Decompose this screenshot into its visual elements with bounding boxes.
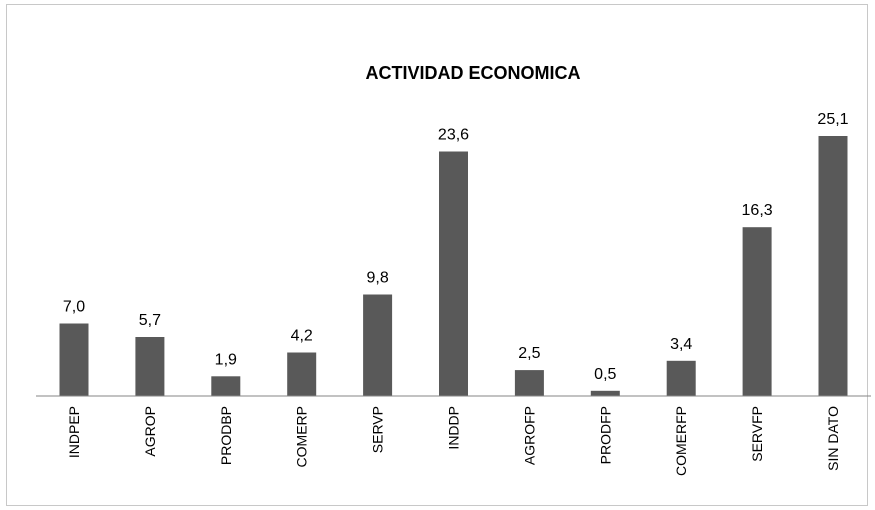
bar-prodfp <box>590 390 620 396</box>
bar-inddp <box>439 151 468 396</box>
x-tick-label-agrofp: AGROFP <box>521 406 537 465</box>
x-tick-label-servfp: SERVFP <box>749 406 765 462</box>
bar-agrofp <box>514 370 544 396</box>
bar-comerfp <box>666 360 696 396</box>
bars-group <box>59 136 848 396</box>
bar-agrop <box>135 337 165 396</box>
x-tick-label-inddp: INDDP <box>446 406 462 450</box>
data-label-inddp: 23,6 <box>438 127 469 144</box>
data-label-prodbp: 1,9 <box>215 351 237 368</box>
data-label-prodfp: 0,5 <box>594 366 616 383</box>
x-tick-label-prodfp: PRODFP <box>597 406 613 464</box>
x-tick-label-comerp: COMERP <box>294 406 310 467</box>
bar-servp <box>363 294 393 396</box>
data-label-comerfp: 3,4 <box>670 336 692 353</box>
chart-frame <box>6 4 868 506</box>
data-label-sin-dato: 25,1 <box>817 111 848 128</box>
data-label-agrop: 5,7 <box>139 312 161 329</box>
x-tick-label-sin-dato: SIN DATO <box>825 406 841 471</box>
data-label-servp: 9,8 <box>366 270 388 287</box>
data-label-agrofp: 2,5 <box>518 345 540 362</box>
chart-title: ACTIVIDAD ECONOMICA <box>366 63 581 83</box>
bar-prodbp <box>211 376 241 396</box>
data-label-indpep: 7,0 <box>63 299 85 316</box>
x-tick-label-agrop: AGROP <box>142 406 158 457</box>
x-tick-label-prodbp: PRODBP <box>218 406 234 465</box>
bar-comerp <box>287 352 317 396</box>
x-tick-label-servp: SERVP <box>370 406 386 453</box>
bar-indpep <box>59 323 89 396</box>
x-tick-labels-group: INDPEP AGROP PRODBP COMERP SERVP INDDP AGROFP P… <box>66 406 841 476</box>
x-tick-label-comerfp: COMERFP <box>673 406 689 476</box>
data-label-comerp: 4,2 <box>291 328 313 345</box>
x-tick-label-indpep: INDPEP <box>66 406 82 458</box>
bar-servfp <box>742 227 772 396</box>
data-labels-group: 7,0 5,7 1,9 4,2 9,8 23,6 2,5 0,5 3,4 16,3 25,1 <box>63 111 849 383</box>
bar-sin-dato <box>818 136 848 396</box>
data-label-servfp: 16,3 <box>742 202 773 219</box>
